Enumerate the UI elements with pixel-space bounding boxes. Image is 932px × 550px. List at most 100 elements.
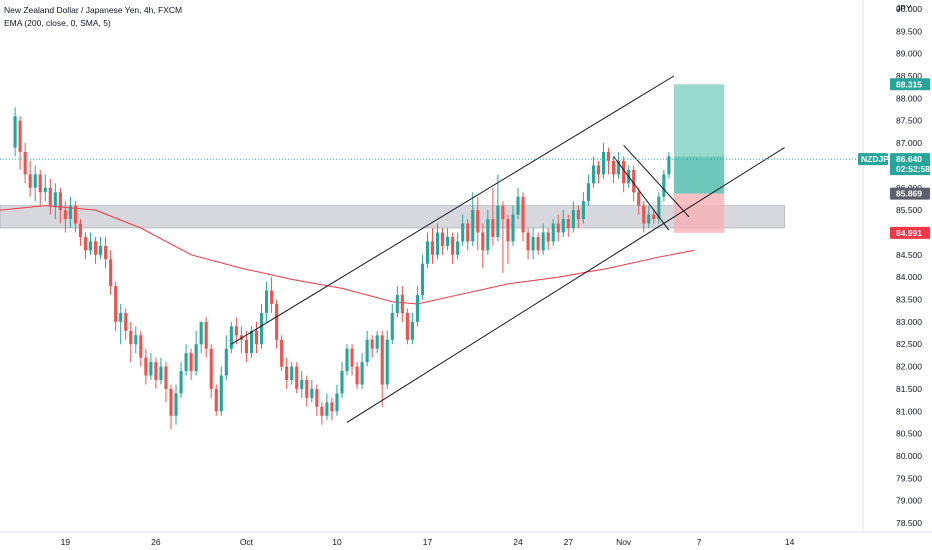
candle-body xyxy=(244,339,248,354)
time-tick-label: 27 xyxy=(564,537,574,547)
target-zone xyxy=(673,84,725,194)
candle-body xyxy=(88,241,93,251)
candle-body xyxy=(642,205,646,224)
candle-body xyxy=(154,362,158,380)
price-tick-label: 85.500 xyxy=(896,205,922,215)
candle-body xyxy=(219,375,223,412)
candle-body xyxy=(415,295,419,322)
candle-body xyxy=(63,210,67,220)
candle-body xyxy=(420,263,425,296)
candle-body xyxy=(390,312,394,340)
time-tick-label: 24 xyxy=(513,537,523,547)
candle-body xyxy=(400,295,404,313)
candle-body xyxy=(275,304,279,340)
entry-price-tag-text: 85.869 xyxy=(896,189,922,199)
time-tick-label: Oct xyxy=(240,537,254,547)
support-zone xyxy=(0,205,785,229)
candle-body xyxy=(99,245,103,255)
candle-body xyxy=(647,214,651,224)
candle-body xyxy=(622,160,626,184)
last-price-tag-text: 02:52:58 xyxy=(896,164,930,174)
candle-body xyxy=(561,219,565,233)
candle-body xyxy=(159,366,163,380)
target-price-tag-bg xyxy=(890,78,930,91)
candles-layer xyxy=(13,107,671,430)
candle-body xyxy=(224,348,228,376)
candle-body xyxy=(380,335,384,385)
candle-body xyxy=(471,210,475,242)
price-tick-label: 89.000 xyxy=(896,49,922,59)
candle-body xyxy=(365,339,369,363)
candle-body xyxy=(38,174,42,193)
chart-title: New Zealand Dollar / Japanese Yen, 4h, F… xyxy=(4,5,183,15)
candle-body xyxy=(481,232,485,251)
candle-body xyxy=(566,219,570,228)
candle-body xyxy=(48,187,52,206)
candle-body xyxy=(315,388,319,407)
candle-body xyxy=(581,201,585,220)
candle-body xyxy=(33,174,37,188)
support-zone-layer xyxy=(0,205,785,229)
candle-body xyxy=(109,259,113,287)
price-axis: 78.500 79.000 79.500 80.000 80.500 81.000 81.5… xyxy=(896,4,922,528)
candle-body xyxy=(229,326,233,349)
candle-body xyxy=(486,219,490,251)
candle-body xyxy=(355,366,359,385)
candle-body xyxy=(360,362,364,385)
time-tick-label: 17 xyxy=(423,537,433,547)
candle-body xyxy=(526,232,530,251)
price-tick-label: 87.000 xyxy=(896,138,922,148)
candle-body xyxy=(119,312,123,322)
price-tick-label: 90.000 xyxy=(896,4,922,14)
price-tick-label: 89.500 xyxy=(896,26,922,36)
candle-body xyxy=(451,236,455,255)
candle-body xyxy=(259,312,264,345)
candle-body xyxy=(209,348,213,389)
candle-body xyxy=(410,321,414,340)
price-tick-label: 79.500 xyxy=(896,473,922,483)
candle-body xyxy=(78,223,83,237)
candle-body xyxy=(239,335,243,340)
channel-upper-line xyxy=(231,75,675,345)
candle-body xyxy=(290,366,294,380)
candle-body xyxy=(466,223,470,242)
candle-body xyxy=(320,406,324,416)
candle-body xyxy=(305,380,309,398)
candle-body xyxy=(632,169,636,193)
candle-body xyxy=(606,152,611,161)
candle-body xyxy=(139,335,143,358)
price-tick-label: 83.500 xyxy=(896,295,922,305)
candle-body xyxy=(134,335,138,345)
candle-body xyxy=(662,174,666,197)
candle-body xyxy=(350,348,354,367)
candle-body xyxy=(405,312,409,340)
time-tick-label: Nov xyxy=(616,537,632,547)
candle-body xyxy=(596,165,601,175)
candle-body xyxy=(325,402,329,416)
candle-body xyxy=(501,205,505,220)
open-profit-zone xyxy=(673,156,725,194)
symbol-tag-bg xyxy=(858,153,888,166)
candle-body xyxy=(53,192,57,206)
candle-body xyxy=(330,402,334,412)
candle-body xyxy=(491,219,495,237)
candle-body xyxy=(214,388,218,412)
candle-body xyxy=(456,241,460,255)
candle-body xyxy=(345,348,349,372)
price-tick-label: 81.500 xyxy=(896,384,922,394)
candle-body xyxy=(179,371,183,394)
price-tick-label: 83.000 xyxy=(896,317,922,327)
candle-body xyxy=(68,205,72,220)
candle-body xyxy=(652,214,656,220)
candle-body xyxy=(184,353,188,372)
target-price-tag-text: 88.315 xyxy=(896,79,922,89)
candle-body xyxy=(657,196,661,220)
stop-zone xyxy=(673,193,725,233)
candle-body xyxy=(23,152,27,175)
candle-body xyxy=(612,160,616,175)
candle-body xyxy=(280,339,284,367)
candle-body xyxy=(506,219,510,242)
candle-body xyxy=(18,120,22,152)
